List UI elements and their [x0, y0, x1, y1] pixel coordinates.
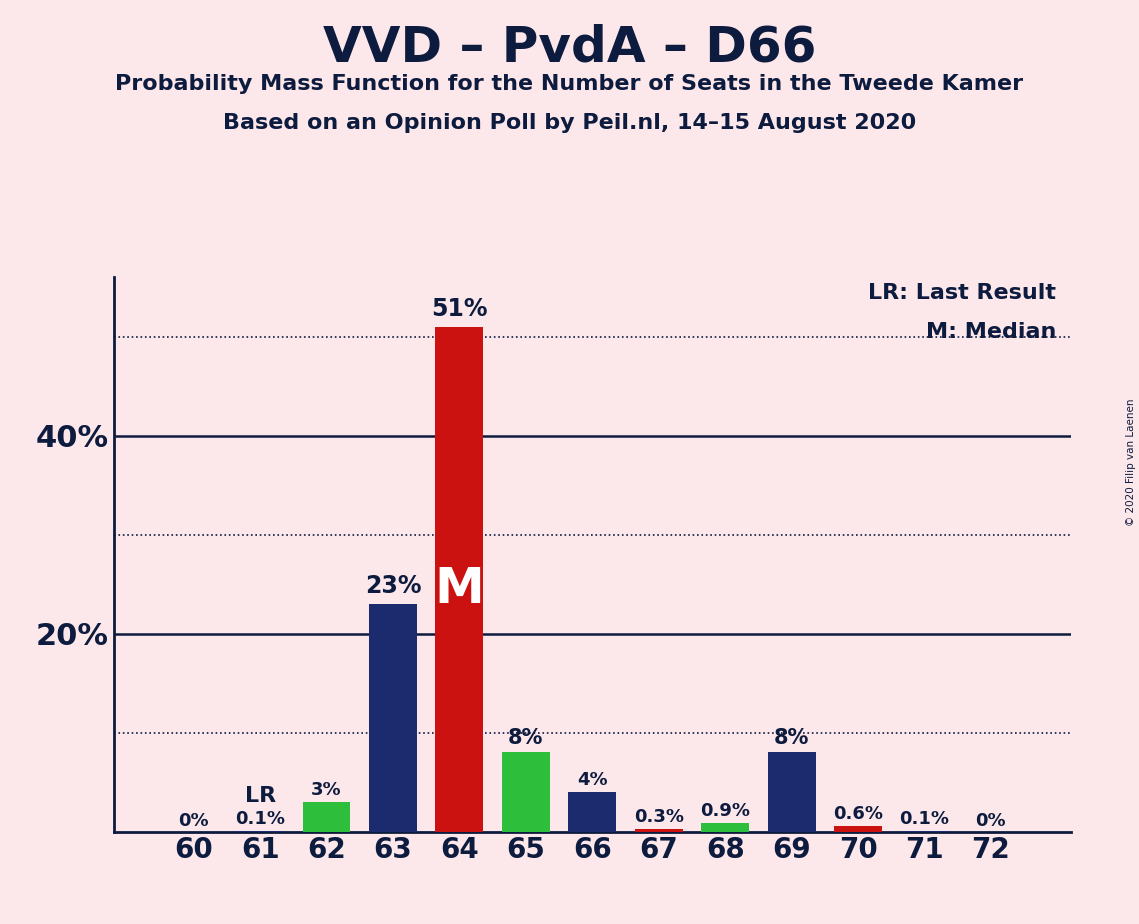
- Bar: [502, 752, 550, 832]
- Bar: [702, 822, 749, 832]
- Text: 51%: 51%: [432, 297, 487, 321]
- Bar: [369, 604, 417, 832]
- Bar: [768, 752, 816, 832]
- Bar: [303, 802, 351, 832]
- Text: 0.3%: 0.3%: [633, 808, 683, 826]
- Text: LR: Last Result: LR: Last Result: [868, 283, 1056, 303]
- Text: 23%: 23%: [364, 574, 421, 598]
- Text: 3%: 3%: [311, 781, 342, 799]
- Bar: [634, 829, 682, 832]
- Text: 8%: 8%: [508, 728, 543, 748]
- Text: © 2020 Filip van Laenen: © 2020 Filip van Laenen: [1126, 398, 1136, 526]
- Text: Based on an Opinion Poll by Peil.nl, 14–15 August 2020: Based on an Opinion Poll by Peil.nl, 14–…: [223, 113, 916, 133]
- Text: Probability Mass Function for the Number of Seats in the Tweede Kamer: Probability Mass Function for the Number…: [115, 74, 1024, 94]
- Bar: [568, 792, 616, 832]
- Bar: [236, 831, 284, 832]
- Text: 0.9%: 0.9%: [700, 802, 751, 820]
- Text: M: M: [434, 565, 484, 614]
- Text: 0.1%: 0.1%: [900, 809, 950, 828]
- Text: 0%: 0%: [976, 811, 1006, 830]
- Text: 4%: 4%: [577, 771, 607, 789]
- Bar: [435, 327, 483, 832]
- Bar: [901, 831, 949, 832]
- Text: 0.1%: 0.1%: [235, 809, 285, 828]
- Text: LR: LR: [245, 785, 276, 806]
- Bar: [834, 826, 882, 832]
- Text: 0.6%: 0.6%: [833, 805, 883, 822]
- Text: VVD – PvdA – D66: VVD – PvdA – D66: [322, 23, 817, 71]
- Text: M: Median: M: Median: [926, 322, 1056, 342]
- Text: 0%: 0%: [179, 811, 208, 830]
- Text: 8%: 8%: [773, 728, 810, 748]
